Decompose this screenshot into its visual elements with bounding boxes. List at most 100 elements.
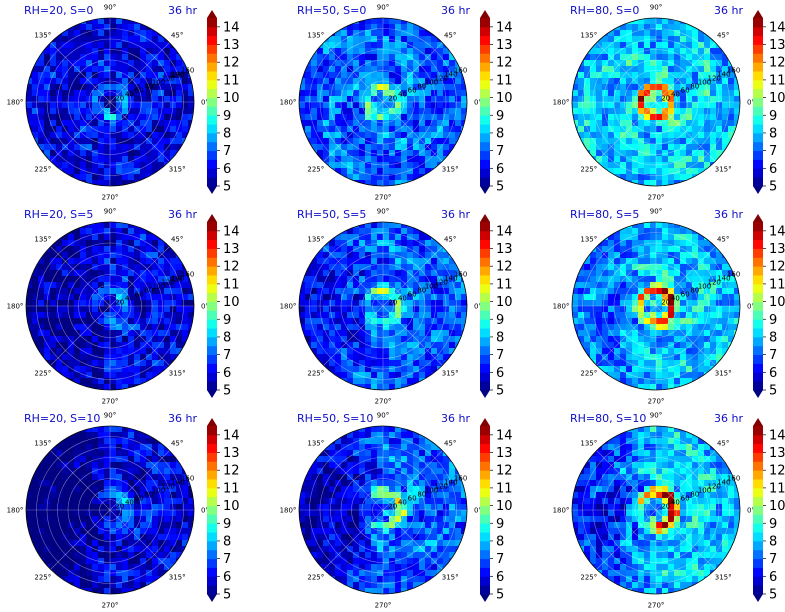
angle-tick-label: 0°	[201, 507, 209, 515]
radial-tick-label: 100	[152, 282, 165, 290]
polar-plot: 0°45°90°135°180°225°270°315°204060801001…	[553, 208, 785, 406]
angle-tick-label: 180°	[7, 507, 24, 515]
angle-tick-label: 0°	[474, 507, 482, 515]
colorbar-tick-label: 5	[223, 180, 231, 195]
angle-tick-label: 180°	[280, 507, 297, 515]
colorbar-tick-label: 12	[223, 56, 240, 71]
angle-tick-label: 270°	[648, 398, 665, 406]
radial-tick-label: 140	[171, 478, 184, 486]
polar-frame	[298, 425, 468, 595]
colorbar-extend-min	[480, 186, 490, 194]
radial-tick-label: 80	[417, 286, 426, 294]
angle-tick-label: 45°	[717, 235, 729, 243]
radial-tick-label: 160	[727, 66, 740, 74]
angle-tick-label: 225°	[580, 166, 597, 174]
colorbar-tick-label: 6	[769, 366, 777, 381]
colorbar-tick-label: 7	[223, 144, 231, 159]
polar-frame	[298, 221, 468, 391]
radial-gridline	[78, 478, 142, 542]
angular-gridline	[596, 509, 657, 570]
angle-tick-label: 90°	[377, 4, 389, 12]
radial-tick-label: 140	[444, 274, 457, 282]
radial-tick-label: 60	[681, 86, 690, 94]
angular-gridline	[109, 246, 170, 307]
angle-tick-label: 0°	[747, 303, 755, 311]
radial-tick-label: 120	[435, 278, 448, 286]
radial-gridline	[613, 59, 699, 145]
radial-gridline	[319, 446, 447, 574]
angle-tick-label: 90°	[377, 208, 389, 216]
radial-gridline	[309, 232, 457, 380]
angular-gridline	[50, 509, 111, 570]
angular-gridline	[50, 305, 111, 366]
panel-title: RH=20, S=5	[24, 208, 94, 221]
angular-gridline	[109, 305, 170, 366]
colorbar-tick-label: 9	[496, 313, 504, 328]
radial-tick-label: 120	[708, 74, 721, 82]
radial-gridline	[88, 488, 132, 532]
colorbar-tick-label: 10	[769, 499, 785, 514]
radial-tick-label: 120	[708, 482, 721, 490]
colorbar-tick-label: 14	[496, 224, 513, 239]
colorbar-tick-label: 9	[769, 517, 777, 532]
radial-gridline	[645, 499, 667, 521]
colorbar-tick-label: 7	[496, 348, 504, 363]
radial-tick-label: 40	[671, 90, 680, 98]
colorbar-tick-label: 6	[496, 570, 504, 585]
radial-tick-label: 80	[417, 490, 426, 498]
radial-gridline	[361, 488, 405, 532]
radial-tick-label: 120	[162, 482, 175, 490]
colorbar-tick-label: 11	[223, 73, 240, 88]
radial-tick-label: 100	[425, 282, 438, 290]
angle-tick-label: 270°	[102, 194, 119, 202]
angular-gridline	[382, 42, 443, 103]
angle-tick-label: 0°	[747, 99, 755, 107]
radial-gridline	[36, 28, 184, 176]
angular-gridline	[596, 101, 657, 162]
radial-gridline	[592, 446, 720, 574]
radial-gridline	[36, 436, 184, 584]
radial-gridline	[372, 91, 394, 113]
angular-gridline	[655, 509, 716, 570]
angular-gridline	[50, 42, 111, 103]
radial-tick-label: 80	[144, 490, 153, 498]
colorbar-tick-label: 8	[496, 330, 504, 345]
colorbar-tick-label: 8	[769, 330, 777, 345]
colorbar-tick-label: 5	[496, 588, 504, 603]
colorbar-extend-min	[753, 186, 763, 194]
angular-gridline	[382, 450, 443, 511]
panel-time-label: 36 hr	[714, 4, 743, 17]
angle-tick-label: 225°	[34, 166, 51, 174]
rain-field	[26, 222, 194, 390]
angular-gridline	[323, 509, 384, 570]
angle-tick-label: 45°	[171, 31, 183, 39]
radial-gridline	[67, 467, 153, 553]
colorbar-tick-label: 8	[769, 534, 777, 549]
radial-gridline	[361, 284, 405, 328]
colorbar-tick-label: 5	[223, 384, 231, 399]
colorbar-tick-label: 9	[223, 109, 231, 124]
colorbar-extend-max	[207, 418, 217, 426]
radial-gridline	[46, 38, 174, 166]
radial-gridline	[46, 242, 174, 370]
angle-tick-label: 180°	[553, 303, 570, 311]
polar-plot: 0°45°90°135°180°225°270°315°204060801001…	[7, 4, 240, 202]
radial-tick-label: 80	[144, 286, 153, 294]
radial-tick-label: 40	[125, 294, 134, 302]
colorbar-tick-label: 10	[223, 499, 240, 514]
polar-plot: 0°45°90°135°180°225°270°315°204060801001…	[280, 4, 513, 202]
angular-gridline	[655, 305, 716, 366]
colorbar-extend-max	[753, 418, 763, 426]
colorbar-tick-label: 12	[223, 260, 240, 275]
angular-gridline	[382, 101, 443, 162]
radial-tick-label: 140	[717, 70, 730, 78]
radial-tick-label: 100	[425, 486, 438, 494]
radial-tick-label: 80	[690, 82, 699, 90]
colorbar-tick-label: 13	[769, 38, 785, 53]
angle-tick-label: 45°	[717, 31, 729, 39]
colorbar-tick-label: 8	[769, 126, 777, 141]
angular-gridline	[50, 450, 111, 511]
colorbar-extend-min	[480, 390, 490, 398]
colorbar-tick-label: 13	[223, 38, 240, 53]
angular-gridline	[323, 101, 384, 162]
